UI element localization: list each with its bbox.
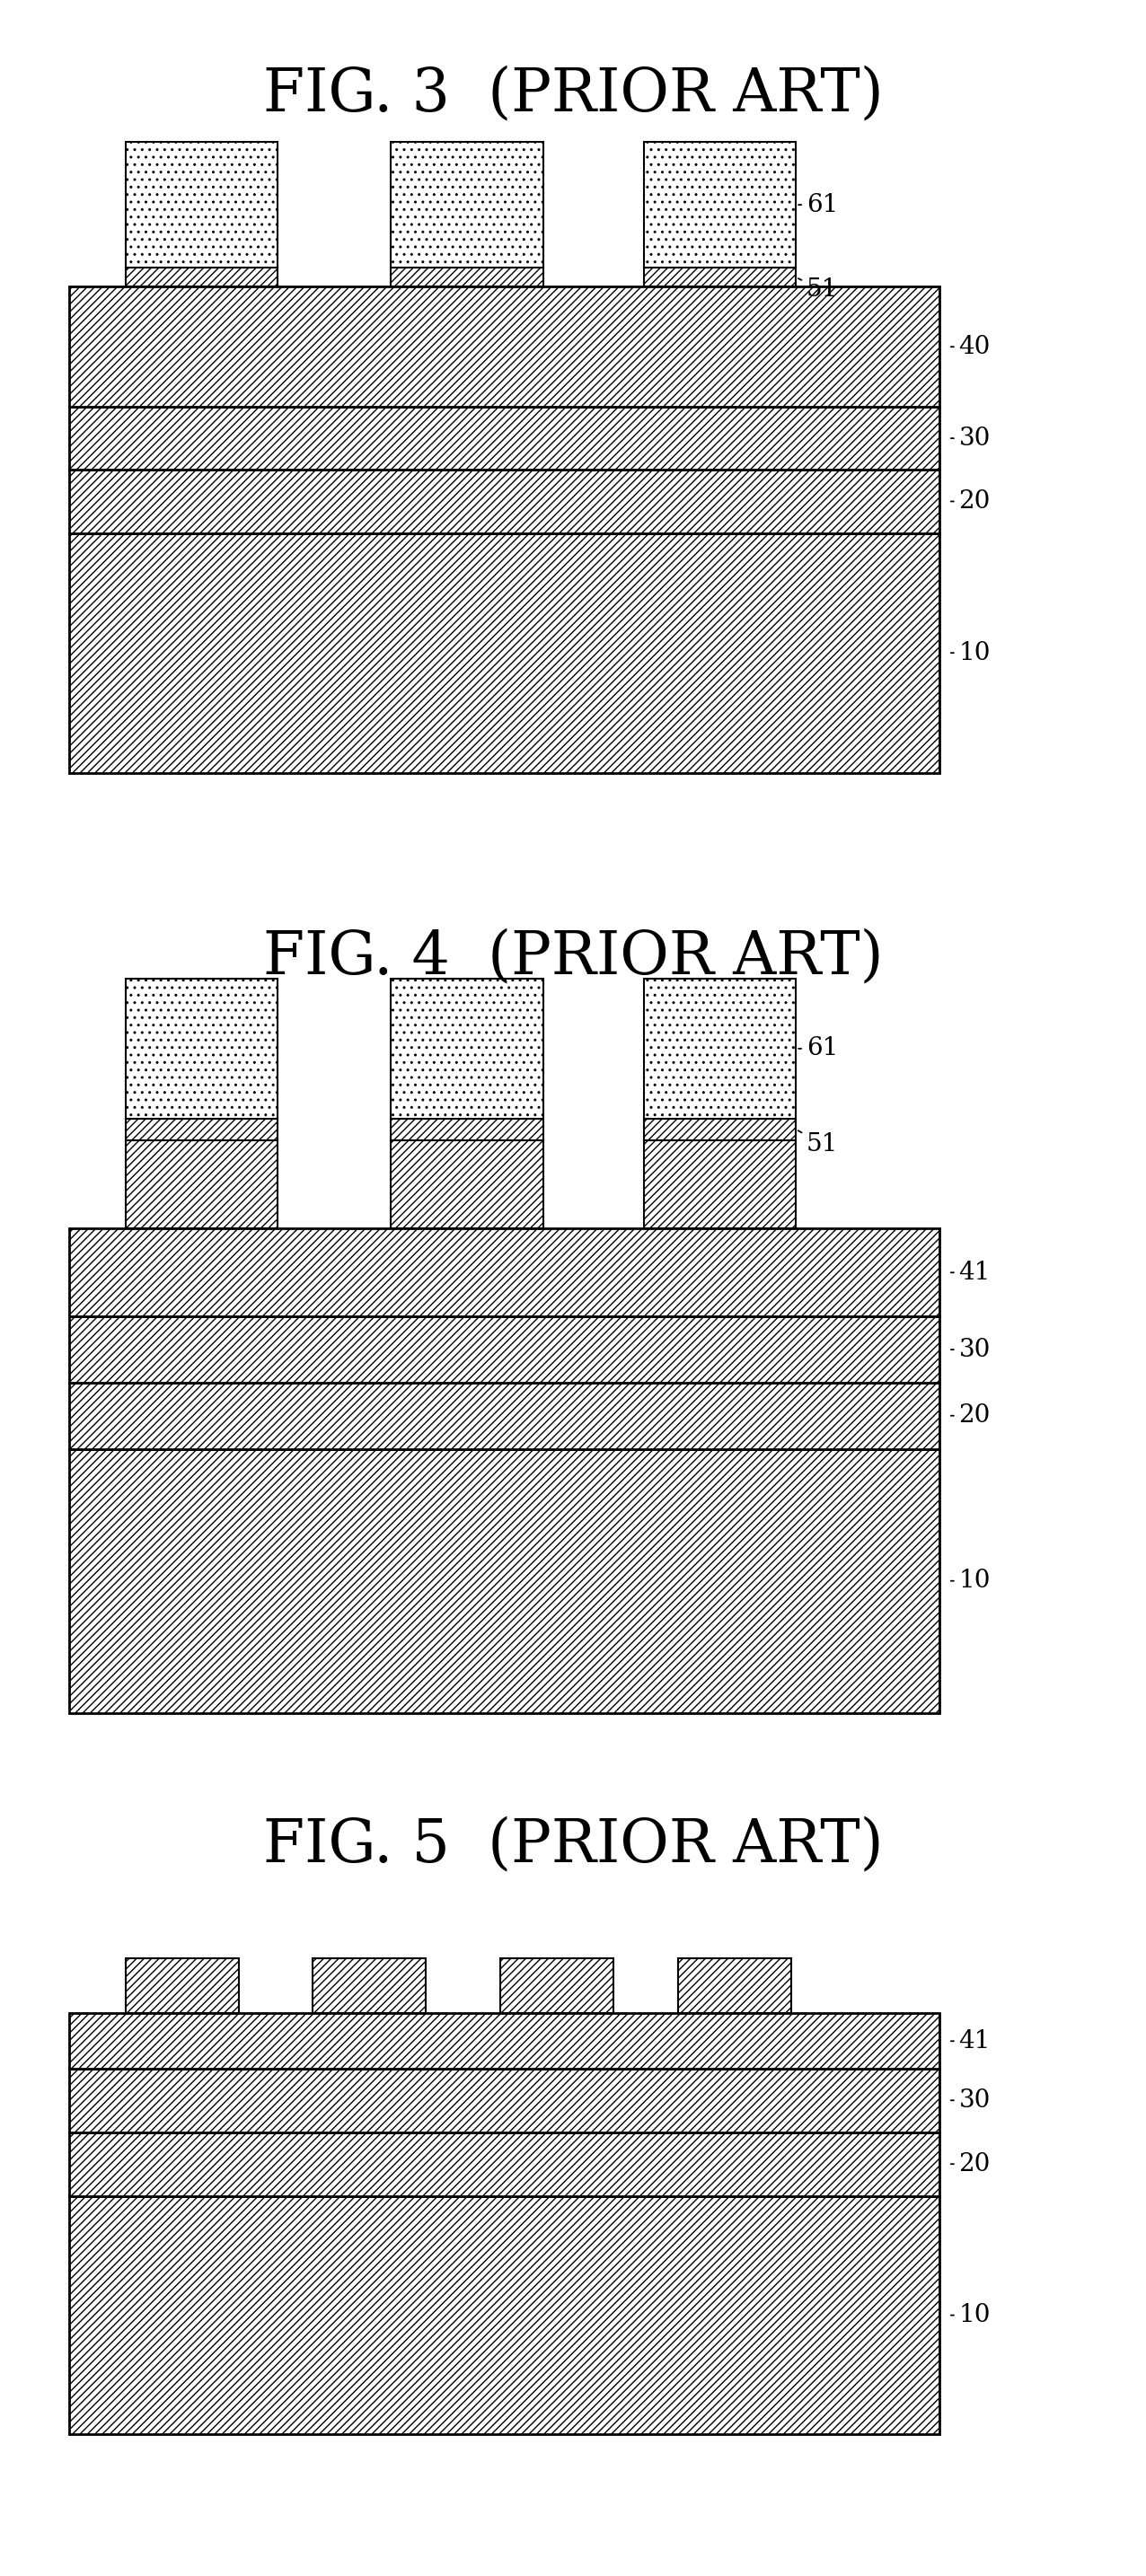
Bar <box>644 979 796 1118</box>
Text: 41: 41 <box>951 1260 990 1285</box>
Bar <box>69 533 940 773</box>
Bar <box>125 1141 277 1229</box>
Bar <box>69 1448 940 1713</box>
Bar <box>69 2069 940 2133</box>
Bar <box>69 1229 940 1316</box>
Bar <box>644 1141 796 1229</box>
Bar <box>125 979 277 1118</box>
Bar <box>125 1958 238 2014</box>
Bar <box>678 1958 792 2014</box>
Bar <box>69 286 940 407</box>
Bar <box>391 1141 543 1229</box>
Bar <box>391 268 543 286</box>
Text: 20: 20 <box>951 489 990 513</box>
Bar <box>125 268 277 286</box>
Bar <box>644 142 796 268</box>
Text: 51: 51 <box>798 1131 838 1157</box>
Text: FIG. 3  (PRIOR ART): FIG. 3 (PRIOR ART) <box>262 64 884 124</box>
Bar <box>644 268 796 286</box>
Bar <box>69 1383 940 1448</box>
Text: FIG. 4  (PRIOR ART): FIG. 4 (PRIOR ART) <box>262 927 884 987</box>
Bar <box>500 1958 613 2014</box>
Text: 10: 10 <box>951 2303 990 2326</box>
Bar <box>391 142 543 268</box>
Bar <box>69 2133 940 2197</box>
Bar <box>391 979 543 1118</box>
Text: 41: 41 <box>951 2030 990 2053</box>
Bar <box>69 2197 940 2434</box>
Text: 20: 20 <box>951 1404 990 1427</box>
Text: 51: 51 <box>799 278 838 301</box>
Text: 30: 30 <box>951 1337 990 1363</box>
Text: 30: 30 <box>951 2089 990 2112</box>
Bar <box>125 142 277 268</box>
Bar <box>313 1958 426 2014</box>
Text: 30: 30 <box>951 425 990 451</box>
Text: 10: 10 <box>951 1569 990 1592</box>
Bar <box>69 407 940 469</box>
Bar <box>125 1118 277 1141</box>
Text: 10: 10 <box>951 641 990 665</box>
Text: 61: 61 <box>799 1036 838 1061</box>
Text: FIG. 5  (PRIOR ART): FIG. 5 (PRIOR ART) <box>262 1816 884 1875</box>
Text: 20: 20 <box>951 2151 990 2177</box>
Bar <box>69 1316 940 1383</box>
Bar <box>644 1118 796 1141</box>
Text: 40: 40 <box>951 335 990 358</box>
Bar <box>391 1118 543 1141</box>
Text: 61: 61 <box>799 193 838 216</box>
Bar <box>69 2014 940 2069</box>
Bar <box>69 469 940 533</box>
